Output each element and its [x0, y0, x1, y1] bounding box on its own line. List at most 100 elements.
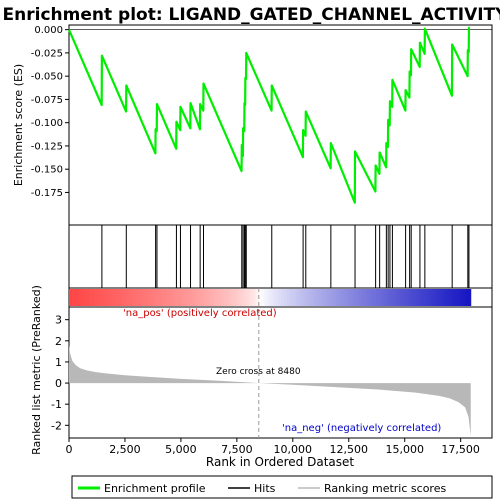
heatmap-cell: [353, 289, 357, 306]
heatmap-cell: [318, 289, 323, 306]
heatmap-cell: [355, 289, 360, 306]
chart-title: Enrichment plot: LIGAND_GATED_CHANNEL_AC…: [3, 5, 500, 25]
heatmap-cell: [114, 289, 119, 306]
heatmap-cell: [433, 289, 437, 306]
heatmap-cell: [155, 289, 159, 306]
x-tick-label: 0: [66, 443, 73, 456]
heatmap-cell: [249, 289, 254, 306]
x-tick-label: 12,500: [330, 443, 369, 456]
heatmap-cell: [106, 289, 110, 306]
es-y-tick-label: -0.175: [31, 188, 63, 199]
heatmap-cell: [149, 289, 153, 306]
heatmap-cell: [77, 289, 81, 306]
heatmap-cell: [129, 289, 133, 306]
heatmap-cell: [192, 289, 196, 306]
heatmap-cell: [206, 289, 211, 306]
heatmap-cell: [137, 289, 142, 306]
heatmap-cell: [450, 289, 455, 306]
heatmap-cell: [252, 289, 257, 306]
heatmap-cell: [69, 289, 73, 306]
heatmap-cell: [430, 289, 434, 306]
heatmap-cell: [387, 289, 391, 306]
heatmap-cell: [315, 289, 320, 306]
heatmap-cell: [152, 289, 156, 306]
heatmap-cell: [312, 289, 317, 306]
hits-panel-frame: [68, 224, 493, 289]
heatmap-cell: [321, 289, 325, 306]
heatmap-cell: [183, 289, 188, 306]
heatmap-cell: [175, 289, 179, 306]
heatmap-cell: [89, 289, 93, 306]
heatmap-cell: [295, 289, 300, 306]
heatmap-cell: [393, 289, 397, 306]
heatmap-cell: [83, 289, 87, 306]
heatmap-cell: [384, 289, 389, 306]
heatmap-cell: [292, 289, 297, 306]
heatmap-cell: [424, 289, 429, 306]
heatmap-cell: [134, 289, 139, 306]
heatmap-cell: [223, 289, 228, 306]
heatmap-cell: [209, 289, 213, 306]
heatmap-cell: [261, 289, 265, 306]
heatmap-cell: [272, 289, 277, 306]
heatmap-cell: [298, 289, 302, 306]
es-y-axis: 0.000 -0.025 -0.050 -0.075 -0.100 -0.125 -0.15…: [31, 25, 69, 199]
heatmap-cell: [169, 289, 173, 306]
metric-y-tick-label: -1: [51, 398, 62, 411]
ranking-metric-area: [69, 288, 471, 438]
x-tick-label: 5,000: [165, 443, 197, 456]
heatmap-cell: [238, 289, 242, 306]
x-tick-label: 10,000: [274, 443, 313, 456]
heatmap-cell: [86, 289, 90, 306]
heatmap-cell: [462, 289, 466, 306]
heatmap-cell: [140, 289, 145, 306]
heatmap-cell: [109, 289, 113, 306]
es-panel-frame: [68, 24, 493, 226]
heatmap-cell: [456, 289, 460, 306]
heatmap-cell: [255, 289, 259, 306]
heatmap-cell: [100, 289, 104, 306]
heatmap-cell: [344, 289, 348, 306]
heatmap-cell: [335, 289, 340, 306]
enrichment-profile-layer: [67, 26, 492, 204]
heatmap-cell: [71, 289, 76, 306]
es-y-tick-label: -0.050: [31, 72, 63, 83]
heatmap-cell: [203, 289, 208, 306]
heatmap-cell: [74, 289, 79, 306]
heatmap-cell: [123, 289, 127, 306]
heatmap-cell: [416, 289, 420, 306]
ranking-metric-fill: [69, 345, 471, 436]
metric-y-tick-label: 3: [55, 314, 62, 327]
heatmap-cell: [132, 289, 136, 306]
heatmap-cell: [350, 289, 354, 306]
heatmap-cell: [112, 289, 116, 306]
x-axis-label: Rank in Ordered Dataset: [206, 455, 354, 469]
heatmap-cell: [436, 289, 440, 306]
heatmap-cell: [444, 289, 449, 306]
heatmap-cell: [464, 289, 469, 306]
heatmap-cell: [330, 289, 334, 306]
heatmap-cell: [421, 289, 426, 306]
heatmap-cell: [467, 289, 472, 306]
heatmap-cell: [307, 289, 311, 306]
heatmap-cell: [427, 289, 432, 306]
heatmap-cell: [289, 289, 294, 306]
x-tick-label: 7,500: [221, 443, 253, 456]
heatmap-cell: [332, 289, 337, 306]
heatmap-cell: [347, 289, 351, 306]
heatmap-cell: [410, 289, 414, 306]
heatmap-cell: [212, 289, 216, 306]
heatmap-cell: [91, 289, 96, 306]
heatmap-cell: [373, 289, 377, 306]
x-axis: 0 2,500 5,000 7,500 10,000 12,500 15,000 17,500: [66, 438, 480, 456]
heatmap-cell: [241, 289, 245, 306]
heatmap-cell: [266, 289, 271, 306]
es-y-tick-label: -0.100: [31, 118, 63, 129]
heatmap-cell: [341, 289, 345, 306]
heatmap-cell: [97, 289, 102, 306]
heatmap-cell: [381, 289, 386, 306]
heatmap-cell: [195, 289, 199, 306]
heatmap-cell: [172, 289, 176, 306]
